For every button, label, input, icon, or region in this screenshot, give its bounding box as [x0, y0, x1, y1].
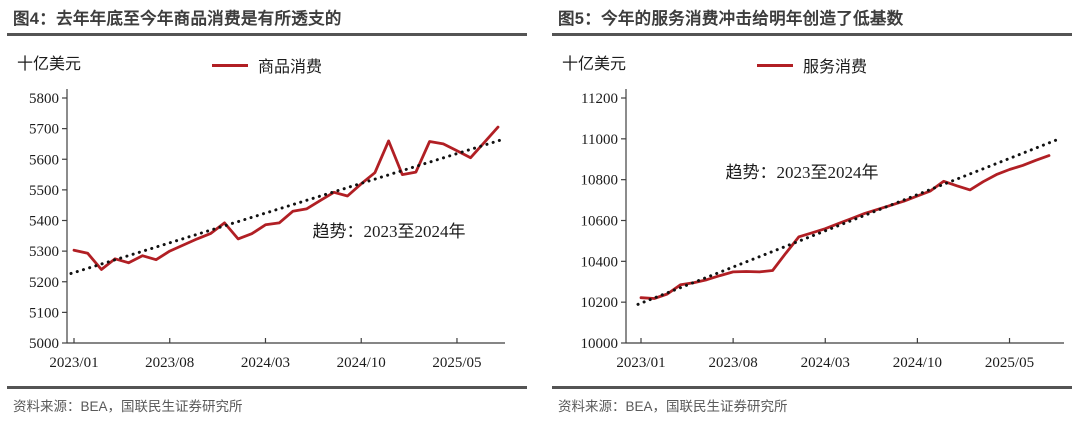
- svg-text:5800: 5800: [29, 91, 59, 107]
- svg-text:5400: 5400: [29, 214, 59, 230]
- svg-text:10800: 10800: [581, 173, 619, 189]
- svg-text:2025/05: 2025/05: [985, 355, 1034, 371]
- svg-text:10400: 10400: [581, 254, 619, 270]
- svg-text:2023/08: 2023/08: [145, 355, 194, 371]
- svg-text:5000: 5000: [29, 336, 59, 352]
- svg-text:5200: 5200: [29, 275, 59, 291]
- svg-text:10600: 10600: [581, 214, 619, 230]
- svg-text:2023/08: 2023/08: [709, 355, 758, 371]
- svg-text:5600: 5600: [29, 152, 59, 168]
- y-axis-unit-label: 十亿美元: [562, 56, 627, 73]
- legend-label: 服务消费: [802, 59, 867, 76]
- chart-meta-row: 十亿美元 服务消费: [552, 47, 1072, 77]
- source-note: 资料来源：BEA，国联民生证券研究所: [7, 386, 527, 415]
- svg-text:5700: 5700: [29, 122, 59, 138]
- svg-text:10000: 10000: [581, 336, 619, 352]
- y-axis-unit-label: 十亿美元: [17, 56, 82, 73]
- legend-line-swatch: [756, 63, 793, 67]
- svg-text:11000: 11000: [581, 132, 618, 148]
- svg-text:5500: 5500: [29, 183, 59, 199]
- svg-text:10200: 10200: [581, 295, 619, 311]
- source-note: 资料来源：BEA，国联民生证券研究所: [552, 386, 1072, 415]
- svg-text:2024/10: 2024/10: [893, 355, 942, 371]
- figure-panel-services: 图5：今年的服务消费冲击给明年创造了低基数 十亿美元 服务消费 10000 102…: [552, 0, 1072, 415]
- legend-goods: 商品消费: [211, 47, 322, 77]
- svg-text:11200: 11200: [581, 91, 618, 107]
- svg-text:2024/03: 2024/03: [801, 355, 850, 371]
- figure-title-services: 图5：今年的服务消费冲击给明年创造了低基数: [552, 0, 1072, 36]
- legend-label: 商品消费: [257, 59, 322, 76]
- services-consumption-line-chart: 10000 10200 10400 10600 10800 11000 11200 2023/…: [581, 89, 1064, 371]
- svg-text:2023/01: 2023/01: [49, 355, 98, 371]
- legend-line-swatch: [211, 63, 248, 67]
- svg-text:5100: 5100: [29, 305, 59, 321]
- svg-text:2023/01: 2023/01: [616, 355, 665, 371]
- svg-text:2024/03: 2024/03: [241, 355, 290, 371]
- svg-text:2025/05: 2025/05: [432, 355, 481, 371]
- figure-title-goods: 图4：去年年底至今年商品消费是有所透支的: [7, 0, 527, 36]
- goods-consumption-line-chart: 5000 5100 5200 5300 5400 5500 5600 5700 5800 2023…: [29, 89, 507, 371]
- svg-text:2024/10: 2024/10: [337, 355, 386, 371]
- svg-text:趋势：2023至2024年: 趋势：2023至2024年: [726, 163, 879, 182]
- legend-services: 服务消费: [756, 47, 867, 77]
- figure-panel-goods: 图4：去年年底至今年商品消费是有所透支的 十亿美元 商品消费 5000 5100 5…: [7, 0, 527, 415]
- svg-text:5300: 5300: [29, 244, 59, 260]
- svg-text:趋势：2023至2024年: 趋势：2023至2024年: [313, 222, 466, 241]
- chart-meta-row: 十亿美元 商品消费: [7, 47, 527, 77]
